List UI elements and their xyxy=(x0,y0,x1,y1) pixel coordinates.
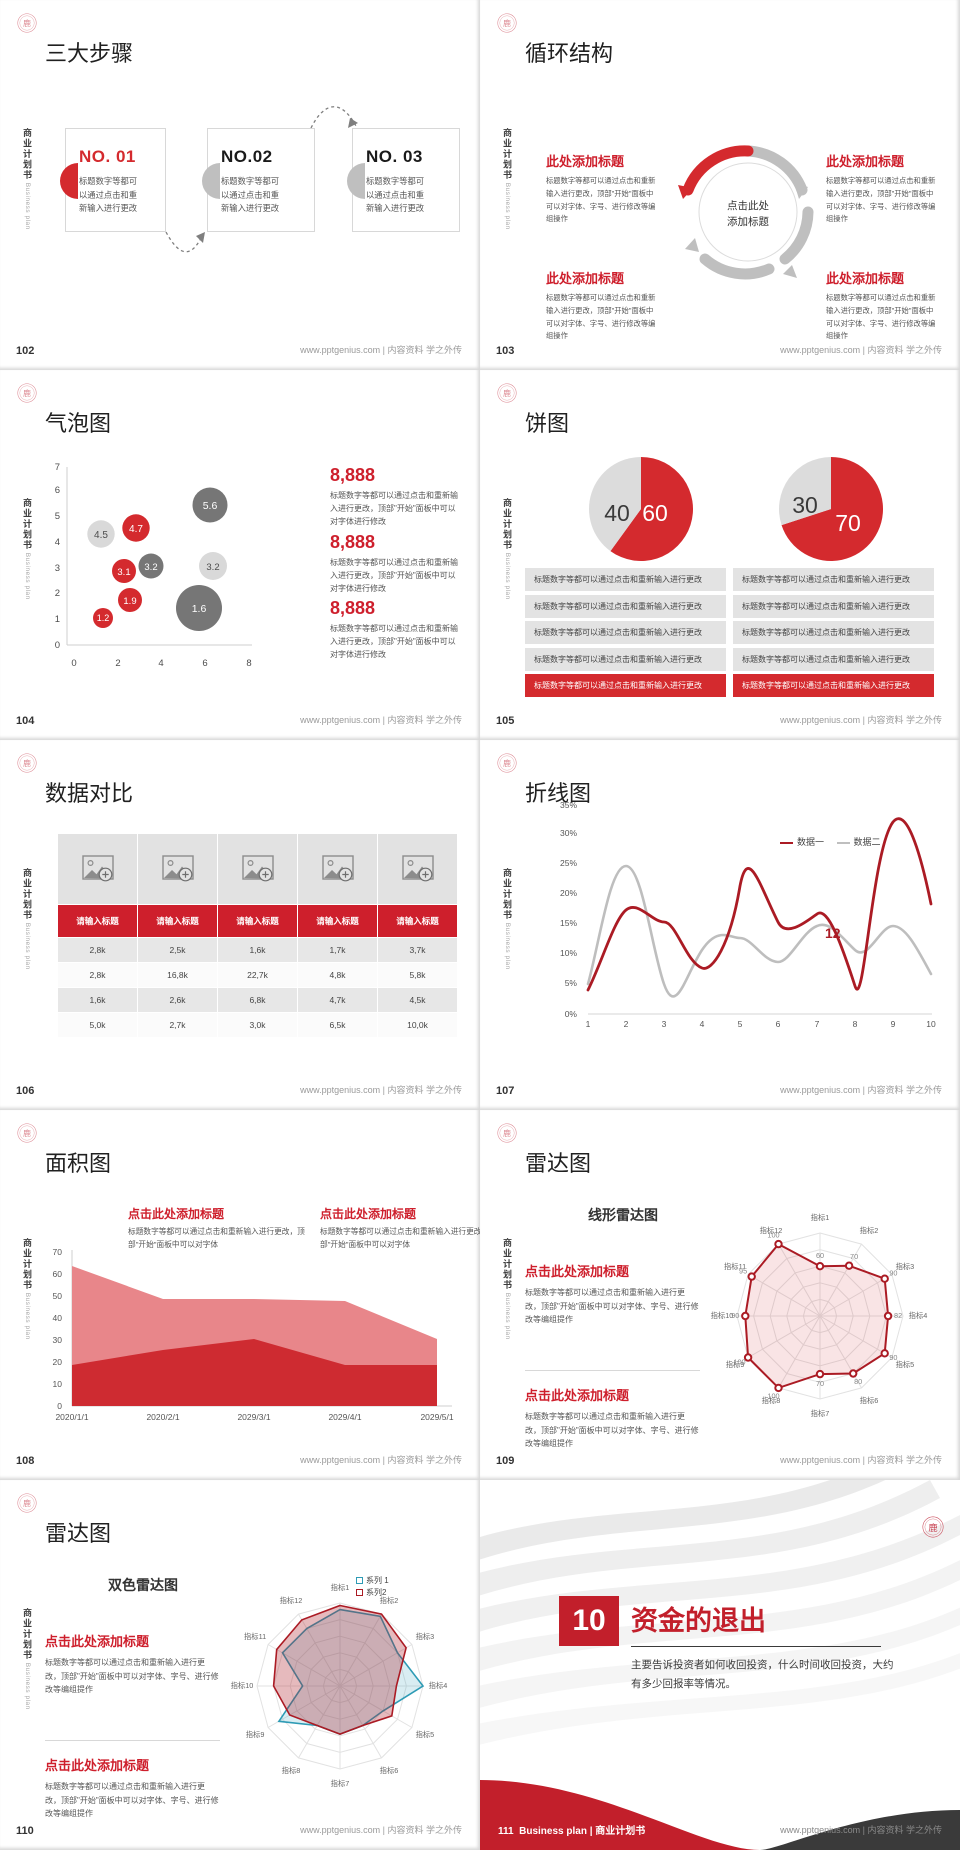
svg-text:90: 90 xyxy=(889,1269,897,1278)
svg-text:35%: 35% xyxy=(560,800,577,810)
svg-text:6: 6 xyxy=(55,485,60,496)
svg-text:95: 95 xyxy=(739,1267,747,1276)
svg-text:指标7: 指标7 xyxy=(331,1779,350,1788)
svg-text:指标4: 指标4 xyxy=(429,1681,448,1690)
svg-text:100: 100 xyxy=(767,1230,779,1239)
svg-text:1.9: 1.9 xyxy=(123,596,136,607)
svg-text:4: 4 xyxy=(700,1019,705,1029)
svg-text:0: 0 xyxy=(71,658,76,669)
svg-text:70: 70 xyxy=(850,1252,858,1261)
svg-text:0%: 0% xyxy=(565,1009,578,1019)
svg-text:90: 90 xyxy=(731,1311,739,1320)
svg-text:8: 8 xyxy=(246,658,251,669)
svg-text:9: 9 xyxy=(891,1019,896,1029)
svg-text:5: 5 xyxy=(738,1019,743,1029)
svg-text:82: 82 xyxy=(894,1311,902,1320)
svg-text:指标9: 指标9 xyxy=(246,1730,265,1739)
svg-text:1: 1 xyxy=(586,1019,591,1029)
svg-text:2020/1/1: 2020/1/1 xyxy=(55,1412,88,1422)
svg-text:指标5: 指标5 xyxy=(896,1360,915,1369)
svg-text:2: 2 xyxy=(115,658,120,669)
svg-text:指标4: 指标4 xyxy=(909,1311,928,1320)
svg-text:指标1: 指标1 xyxy=(811,1213,830,1222)
svg-text:5.6: 5.6 xyxy=(203,500,218,512)
svg-text:5: 5 xyxy=(55,511,60,522)
svg-text:20%: 20% xyxy=(560,888,577,898)
svg-text:指标11: 指标11 xyxy=(244,1632,266,1641)
svg-text:指标10: 指标10 xyxy=(231,1681,254,1690)
svg-text:10: 10 xyxy=(53,1379,63,1389)
svg-text:25%: 25% xyxy=(560,858,577,868)
svg-text:2029/3/1: 2029/3/1 xyxy=(237,1412,270,1422)
svg-text:4: 4 xyxy=(158,658,163,669)
svg-text:30%: 30% xyxy=(560,828,577,838)
svg-text:指标6: 指标6 xyxy=(380,1766,399,1775)
svg-text:20: 20 xyxy=(53,1357,63,1367)
svg-text:指标2: 指标2 xyxy=(860,1226,879,1235)
svg-text:指标12: 指标12 xyxy=(280,1596,303,1605)
svg-text:指标2: 指标2 xyxy=(380,1596,399,1605)
svg-text:4.5: 4.5 xyxy=(94,530,108,541)
svg-text:4.7: 4.7 xyxy=(129,524,143,535)
svg-text:100: 100 xyxy=(767,1391,779,1400)
svg-text:0: 0 xyxy=(57,1401,62,1411)
svg-text:7: 7 xyxy=(815,1019,820,1029)
svg-text:鹿: 鹿 xyxy=(23,758,31,768)
svg-text:70: 70 xyxy=(53,1247,63,1257)
svg-text:2: 2 xyxy=(624,1019,629,1029)
svg-text:2029/5/1: 2029/5/1 xyxy=(420,1412,453,1422)
svg-text:3: 3 xyxy=(55,563,60,574)
svg-text:指标10: 指标10 xyxy=(711,1311,734,1320)
svg-text:60: 60 xyxy=(816,1251,824,1260)
svg-text:70: 70 xyxy=(835,510,861,536)
svg-text:50: 50 xyxy=(53,1291,63,1301)
svg-text:10: 10 xyxy=(926,1019,936,1029)
svg-text:3.1: 3.1 xyxy=(117,567,130,578)
svg-text:40: 40 xyxy=(604,500,630,526)
svg-text:2020/2/1: 2020/2/1 xyxy=(146,1412,179,1422)
svg-text:5%: 5% xyxy=(565,978,578,988)
svg-text:指标5: 指标5 xyxy=(416,1730,435,1739)
svg-text:1.6: 1.6 xyxy=(192,603,207,615)
svg-text:8: 8 xyxy=(853,1019,858,1029)
svg-text:4: 4 xyxy=(55,537,60,548)
svg-text:80: 80 xyxy=(854,1377,862,1386)
svg-text:指标6: 指标6 xyxy=(860,1396,879,1405)
svg-text:6: 6 xyxy=(776,1019,781,1029)
svg-text:30: 30 xyxy=(792,492,818,518)
svg-text:1.2: 1.2 xyxy=(97,613,110,623)
svg-text:指标1: 指标1 xyxy=(331,1583,350,1592)
svg-text:60: 60 xyxy=(53,1269,63,1279)
svg-text:3.2: 3.2 xyxy=(206,562,219,573)
svg-text:70: 70 xyxy=(816,1379,824,1388)
svg-text:2029/4/1: 2029/4/1 xyxy=(328,1412,361,1422)
svg-text:6: 6 xyxy=(202,658,207,669)
svg-text:鹿: 鹿 xyxy=(503,388,511,398)
svg-text:指标3: 指标3 xyxy=(896,1262,915,1271)
svg-text:60: 60 xyxy=(642,500,668,526)
svg-text:3.2: 3.2 xyxy=(144,562,157,573)
svg-text:7: 7 xyxy=(55,462,60,473)
svg-text:40: 40 xyxy=(53,1313,63,1323)
svg-text:指标3: 指标3 xyxy=(416,1632,435,1641)
svg-text:15%: 15% xyxy=(560,918,577,928)
svg-text:2: 2 xyxy=(55,588,60,599)
svg-text:1: 1 xyxy=(55,614,60,625)
svg-text:30: 30 xyxy=(53,1335,63,1345)
svg-text:100: 100 xyxy=(733,1357,745,1366)
svg-text:90: 90 xyxy=(889,1353,897,1362)
svg-text:3: 3 xyxy=(662,1019,667,1029)
svg-text:10%: 10% xyxy=(560,948,577,958)
svg-text:指标8: 指标8 xyxy=(282,1766,301,1775)
svg-text:0: 0 xyxy=(55,640,60,651)
svg-text:指标7: 指标7 xyxy=(811,1409,830,1418)
